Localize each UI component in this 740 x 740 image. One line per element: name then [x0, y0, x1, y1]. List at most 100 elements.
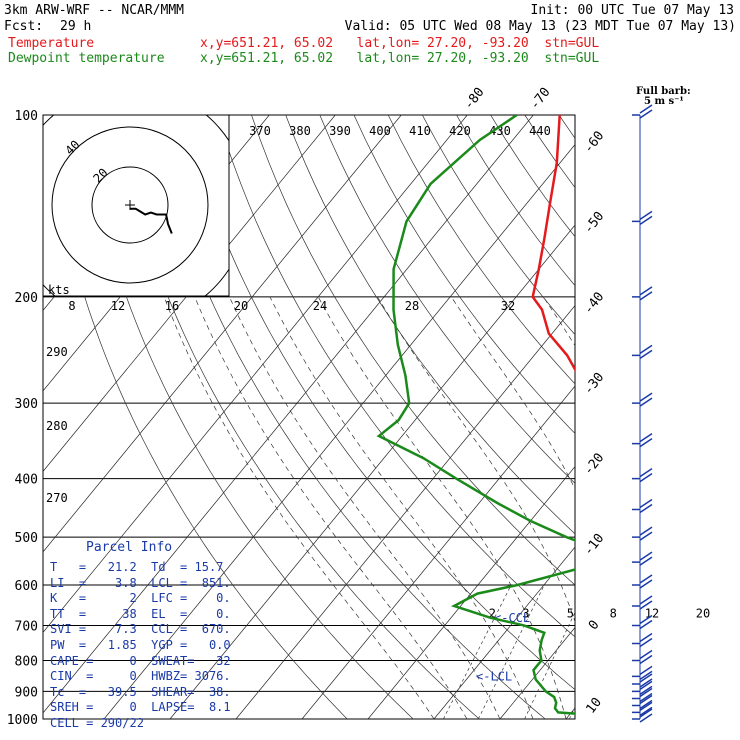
isotherm-line: [499, 626, 575, 719]
moist-adiabat: [731, 297, 740, 719]
theta-label: 390: [329, 124, 351, 138]
parcel-info-row: T = 21.2 Td = 15.7: [50, 560, 224, 574]
wind-barb: [632, 210, 653, 225]
parcel-info-row: K = 2 LFC = 0.: [50, 591, 231, 606]
isotherms: [43, 115, 740, 719]
mixing-ratio-label: 2: [489, 607, 496, 621]
dry-adiabat: [80, 115, 414, 719]
hodograph-trace: [130, 207, 173, 234]
dry-adiabat: [319, 115, 575, 484]
parcel-info-row: Tc = 39.5 SHEAR= 38.: [50, 684, 231, 699]
lcl-annotation: <-LCL: [476, 670, 512, 684]
dry-adiabat: [251, 115, 575, 586]
dry-adiabat: [387, 115, 575, 385]
model-title: 3km ARW-WRF -- NCAR/MMM: [4, 3, 185, 18]
theta-left-label: 280: [46, 419, 68, 433]
isotherm-line: [433, 546, 575, 719]
isotherm-label: -20: [581, 451, 607, 479]
dry-adiabat: [182, 115, 575, 691]
wind-barb: [632, 468, 653, 483]
isotherm-line: [698, 115, 740, 719]
dry-adiabat: [490, 115, 575, 238]
theta-label: 370: [249, 124, 271, 138]
pressure-tick-label: 500: [15, 531, 38, 546]
moist-adiabat: [269, 296, 534, 719]
wind-barb: [632, 595, 653, 610]
mixing-ratio-line: [443, 584, 512, 719]
forecast-label: Fcst:: [4, 19, 44, 34]
wind-barb: [632, 526, 653, 541]
parcel-info-row: CAPE = 0 SWEAT= 32: [50, 653, 231, 668]
pressure-tick-label: 900: [15, 685, 38, 700]
moist-adiabat: [648, 297, 702, 719]
isotherm-label: -40: [581, 290, 607, 318]
wind-barb: [632, 673, 653, 688]
isotherm-line: [43, 115, 336, 472]
wind-barb: [632, 614, 653, 630]
isotherm-line: [367, 466, 575, 719]
temperature-location: x,y=651.21, 65.02 lat,lon= 27.20, -93.20…: [200, 36, 600, 51]
series-layer: [376, 115, 575, 715]
dry-adiabat: [524, 115, 575, 189]
parcel-info-row: CELL = 290/22: [50, 716, 144, 730]
parcel-info-row: SREH = 0 LAPSE= 8.1: [50, 700, 231, 715]
isotherm-line: [301, 385, 575, 719]
wind-barb: [632, 392, 653, 407]
isotherm-label: -30: [581, 370, 607, 398]
wind-barb: [632, 286, 653, 301]
moist-adiabats: [163, 296, 740, 719]
isotherm-label: -50: [581, 209, 607, 237]
isotherm-line: [43, 115, 402, 553]
theta-label: 410: [409, 124, 431, 138]
temperature-trace: [531, 115, 575, 372]
theta-label: 400: [369, 124, 391, 138]
dry-adiabat: [696, 115, 740, 732]
wind-barb: [632, 708, 653, 723]
pressure-tick-label: 700: [15, 619, 38, 634]
wind-barb: [632, 574, 653, 589]
isotherm-label: 0: [586, 618, 603, 633]
isotherm-label: -60: [581, 129, 607, 157]
wind-barb: [632, 694, 653, 710]
dewpoint-legend: Dewpoint temperature: [8, 51, 165, 66]
mixing-ratio-label: 20: [696, 607, 710, 621]
hodograph-axis-label: 20: [234, 299, 248, 313]
isotherm-label: -70: [527, 85, 553, 113]
wind-barb: [632, 687, 653, 703]
isotherm-line: [103, 144, 575, 719]
theta-left-label: 290: [46, 345, 68, 359]
hodograph-axis-label: 28: [405, 299, 419, 313]
valid-time: Valid: 05 UTC Wed 08 May 13 (23 MDT Tue …: [344, 19, 736, 34]
hodograph-ring-20: [91, 166, 169, 244]
hodograph-axis-label: 8: [68, 299, 75, 313]
wind-barb: [632, 104, 653, 119]
mixing-ratio-line: [524, 611, 575, 719]
parcel-info-row: TT = 38 EL = 0.: [50, 606, 231, 621]
theta-left-label: 270: [46, 491, 68, 505]
hodograph-axis-label: 24: [313, 299, 327, 313]
hodograph-axis-label: 12: [111, 299, 125, 313]
hodograph-ring-40: [51, 126, 209, 284]
temperature-legend: Temperature: [8, 36, 95, 51]
wind-barb: [632, 432, 653, 448]
dry-adiabat: [730, 115, 740, 732]
moist-adiabat: [229, 296, 501, 719]
theta-label: 430: [489, 124, 511, 138]
moist-adiabat: [377, 296, 575, 623]
isotherm-line: [43, 115, 534, 714]
hodograph-axis-label: 32: [501, 299, 515, 313]
dry-adiabat: [353, 115, 575, 434]
pressure-tick-label: 300: [15, 397, 38, 412]
wind-barb: [632, 551, 653, 566]
mixing-ratio-label: 8: [610, 607, 617, 621]
theta-label: 420: [449, 124, 471, 138]
dry-adiabat: [46, 115, 348, 719]
parcel-info-row: CIN = 0 HWBZ= 3076.: [50, 669, 231, 684]
parcel-info-row: SVI = 7.3 CCL = 670.: [50, 622, 231, 637]
hodograph-unit: kts: [48, 283, 70, 297]
pressure-tick-label: 800: [15, 654, 38, 669]
dry-adiabat: [662, 115, 740, 732]
dry-adiabat: [148, 115, 546, 719]
